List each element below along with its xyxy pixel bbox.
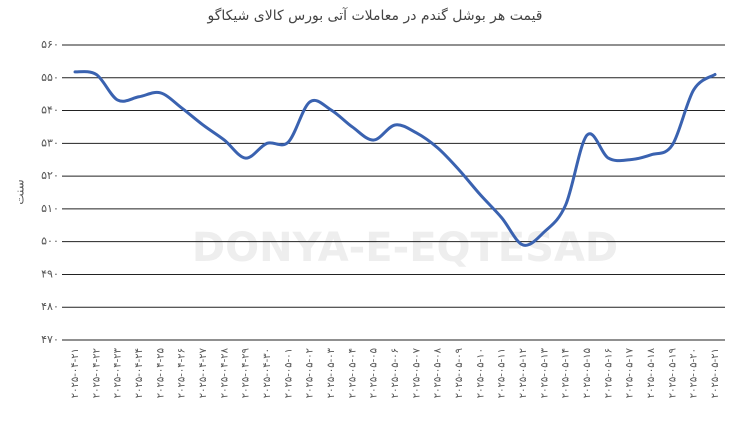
line	[73, 70, 717, 247]
x-tick-label: ۲۰۲۵-۰۵-۱۴	[561, 348, 572, 398]
watermark: DONYA-E-EQTESAD	[192, 225, 618, 271]
y-tick-label: ۵۱۰	[41, 202, 59, 215]
x-tick-label: ۲۰۲۵-۰۵-۱۶	[603, 348, 614, 398]
x-tick-label: ۲۰۲۵-۰۴-۲۹	[241, 348, 252, 398]
x-tick-label: ۲۰۲۵-۰۵-۱۳	[539, 347, 550, 398]
x-tick-label: ۲۰۲۵-۰۵-۱۱	[497, 348, 508, 398]
x-tick-label: ۲۰۲۵-۰۵-۱۷	[625, 347, 636, 398]
x-tick-label: ۲۰۲۵-۰۴-۲۲	[91, 348, 102, 398]
x-tick-label: ۲۰۲۵-۰۴-۲۴	[134, 348, 145, 398]
x-tick-label: ۲۰۲۵-۰۴-۲۱	[70, 348, 81, 398]
x-tick-label: ۲۰۲۵-۰۴-۲۳	[113, 347, 124, 398]
chart-title: قیمت هر بوشل گندم در معاملات آتی بورس کا…	[207, 7, 543, 24]
x-tick-label: ۲۰۲۵-۰۵-۱۰	[475, 348, 486, 398]
x-tick-label: ۲۰۲۵-۰۴-۲۵	[155, 348, 166, 398]
y-tick-label: ۴۷۰	[41, 333, 59, 346]
x-tick-label: ۲۰۲۵-۰۵-۰۵	[369, 348, 380, 398]
x-tick-label: ۲۰۲۵-۰۵-۰۶	[390, 348, 401, 398]
x-tick-label: ۲۰۲۵-۰۵-۰۴	[347, 348, 358, 398]
x-tick-label: ۲۰۲۵-۰۵-۰۲	[305, 348, 316, 398]
y-tick-label: ۵۴۰	[41, 104, 59, 117]
x-tick-label: ۲۰۲۵-۰۵-۲۱	[710, 348, 721, 398]
y-tick-label: ۴۹۰	[41, 267, 59, 280]
x-tick-label: ۲۰۲۵-۰۵-۲۰	[689, 348, 700, 398]
y-tick-label: ۵۰۰	[41, 235, 59, 248]
x-tick-label: ۲۰۲۵-۰۵-۱۵	[582, 348, 593, 398]
y-tick-label: ۴۸۰	[41, 300, 59, 313]
x-tick-label: ۲۰۲۵-۰۵-۰۹	[454, 348, 465, 398]
x-tick-label: ۲۰۲۵-۰۵-۰۸	[433, 347, 444, 398]
x-tick-label: ۲۰۲۵-۰۵-۱۲	[518, 348, 529, 398]
y-tick-label: ۵۲۰	[41, 169, 59, 182]
y-tick-label: ۵۳۰	[41, 136, 59, 149]
x-tick-label: ۲۰۲۵-۰۴-۳۰	[262, 348, 273, 398]
x-tick-label: ۲۰۲۵-۰۵-۰۱	[283, 348, 294, 398]
x-tick-label: ۲۰۲۵-۰۵-۰۳	[326, 347, 337, 398]
x-tick-label: ۲۰۲۵-۰۵-۰۷	[411, 347, 422, 398]
x-tick-label: ۲۰۲۵-۰۴-۲۶	[177, 348, 188, 398]
y-tick-label: ۵۵۰	[41, 71, 59, 84]
x-tick-label: ۲۰۲۵-۰۵-۱۹	[667, 348, 678, 398]
x-tick-label: ۲۰۲۵-۰۴-۲۷	[198, 347, 209, 398]
x-tick-label: ۲۰۲۵-۰۵-۱۸	[646, 347, 657, 398]
x-tick-label: ۲۰۲۵-۰۴-۲۸	[219, 347, 230, 398]
y-axis-label: سنت	[13, 179, 27, 204]
y-tick-label: ۵۶۰	[41, 38, 59, 51]
